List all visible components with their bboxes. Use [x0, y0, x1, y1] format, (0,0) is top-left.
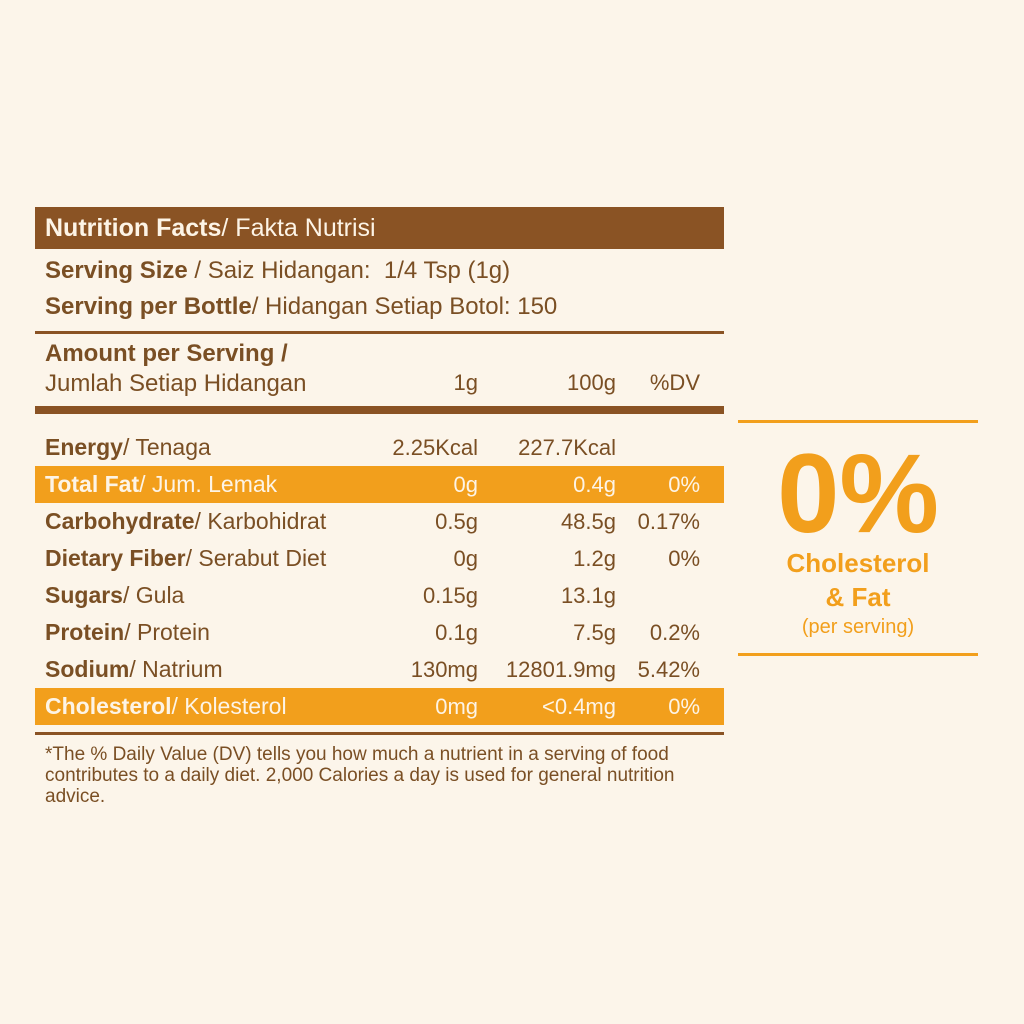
nutrient-name: Protein: [45, 619, 125, 645]
nutrient-name-malay: / Karbohidrat: [194, 508, 327, 534]
nutrient-label: Energy / Tenaga: [45, 429, 211, 466]
divider-thick: [35, 406, 724, 414]
nutrient-name-malay: / Protein: [124, 619, 210, 645]
value-per-1g: 0.1g: [435, 619, 478, 645]
nutrient-row-total-fat: Total Fat / Jum. Lemak 0g 0.4g 0%: [35, 466, 724, 503]
value-dv: 5.42%: [637, 656, 700, 682]
nutrient-name: Total Fat: [45, 471, 140, 497]
nutrient-label: Sugars / Gula: [45, 577, 184, 614]
nutrition-title-bar: Nutrition Facts / Fakta Nutrisi: [35, 207, 724, 249]
nutrient-row-sugars: Sugars / Gula 0.15g 13.1g: [35, 577, 724, 614]
column-header-dv: %DV: [649, 370, 700, 395]
value-per-1g: 0g: [453, 545, 478, 571]
nutrient-name: Sugars: [45, 582, 123, 608]
value-dv: 0%: [668, 693, 700, 719]
title-malay: / Fakta Nutrisi: [221, 213, 376, 242]
value-per-100g: 227.7Kcal: [518, 434, 616, 460]
nutrient-label: Protein / Protein: [45, 614, 210, 651]
nutrient-row-carbohydrate: Carbohydrate / Karbohidrat 0.5g 48.5g 0.…: [35, 503, 724, 540]
value-dv: 0%: [668, 545, 700, 571]
serving-per-bottle-value: / Hidangan Setiap Botol: 150: [251, 293, 558, 320]
nutrient-name-malay: / Natrium: [129, 656, 223, 682]
badge-top-rule: [738, 420, 978, 423]
nutrient-label: Total Fat / Jum. Lemak: [45, 466, 277, 503]
value-per-1g: 0g: [453, 471, 478, 497]
badge-line-fat: & Fat: [825, 582, 891, 612]
badge-percent: 0%: [777, 431, 939, 556]
nutrient-label: Dietary Fiber / Serabut Diet: [45, 540, 326, 577]
title-english: Nutrition Facts: [45, 213, 222, 242]
nutrient-name-malay: / Serabut Diet: [185, 545, 327, 571]
badge-note: (per serving): [801, 616, 915, 638]
value-dv: 0.2%: [649, 619, 700, 645]
divider-bottom: [35, 732, 724, 735]
nutrient-row-dietary-fiber: Dietary Fiber / Serabut Diet 0g 1.2g 0%: [35, 540, 724, 577]
daily-value-footnote: *The % Daily Value (DV) tells you how mu…: [45, 744, 675, 807]
nutrient-row-protein: Protein / Protein 0.1g 7.5g 0.2%: [35, 614, 724, 651]
serving-size-value: / Saiz Hidangan: 1/4 Tsp (1g): [187, 257, 511, 284]
nutrient-name: Sodium: [45, 656, 130, 682]
amount-header: Amount per Serving / Jumlah Setiap Hidan…: [35, 334, 724, 402]
nutrient-name-malay: / Jum. Lemak: [139, 471, 278, 497]
value-dv: 0%: [668, 471, 700, 497]
nutrient-name-malay: / Tenaga: [122, 434, 211, 460]
nutrient-name-malay: / Gula: [122, 582, 185, 608]
nutrient-label: Sodium / Natrium: [45, 651, 223, 688]
amount-header-malay: Jumlah Setiap Hidangan: [45, 370, 307, 397]
amount-header-english: Amount per Serving /: [45, 340, 288, 368]
nutrient-row-energy: Energy / Tenaga 2.25Kcal 227.7Kcal: [35, 429, 724, 466]
badge-bottom-rule: [738, 653, 978, 656]
column-header-1g: 1g: [453, 370, 478, 395]
serving-info: Serving Size / Saiz Hidangan: 1/4 Tsp (1…: [35, 253, 724, 325]
nutrient-name: Dietary Fiber: [45, 545, 186, 571]
nutrient-row-cholesterol: Cholesterol / Kolesterol 0mg <0.4mg 0%: [35, 688, 724, 725]
value-per-100g: 48.5g: [560, 508, 616, 534]
nutrient-name-malay: / Kolesterol: [171, 693, 287, 719]
nutrient-name: Carbohydrate: [45, 508, 195, 534]
serving-per-bottle: Serving per Bottle / Hidangan Setiap Bot…: [45, 289, 724, 325]
column-header-100g: 100g: [567, 370, 616, 395]
value-per-100g: 1.2g: [573, 545, 616, 571]
value-dv: 0.17%: [637, 508, 700, 534]
value-per-1g: 0.5g: [435, 508, 478, 534]
value-per-1g: 0mg: [435, 693, 478, 719]
nutrition-label: Nutrition Facts / Fakta Nutrisi Serving …: [35, 207, 724, 807]
serving-size-label: Serving Size: [45, 257, 188, 284]
cholesterol-fat-badge: 0% Cholesterol & Fat (per serving): [738, 420, 978, 656]
nutrient-label: Carbohydrate / Karbohidrat: [45, 503, 326, 540]
divider: [35, 331, 724, 334]
value-per-1g: 2.25Kcal: [392, 434, 478, 460]
nutrient-rows: Energy / Tenaga 2.25Kcal 227.7Kcal Total…: [35, 429, 724, 725]
amount-header-english-text: Amount per Serving /: [45, 340, 288, 367]
value-per-100g: 12801.9mg: [505, 656, 616, 682]
value-per-100g: 13.1g: [560, 582, 616, 608]
nutrient-name: Cholesterol: [45, 693, 172, 719]
nutrient-row-sodium: Sodium / Natrium 130mg 12801.9mg 5.42%: [35, 651, 724, 688]
serving-per-bottle-label: Serving per Bottle: [45, 293, 252, 320]
nutrient-label: Cholesterol / Kolesterol: [45, 688, 287, 725]
value-per-100g: <0.4mg: [542, 693, 616, 719]
value-per-1g: 130mg: [410, 656, 478, 682]
value-per-100g: 7.5g: [573, 619, 616, 645]
value-per-100g: 0.4g: [573, 471, 616, 497]
value-per-1g: 0.15g: [422, 582, 478, 608]
nutrient-name: Energy: [45, 434, 123, 460]
badge-line-cholesterol: Cholesterol: [786, 548, 930, 578]
serving-size: Serving Size / Saiz Hidangan: 1/4 Tsp (1…: [45, 253, 724, 289]
